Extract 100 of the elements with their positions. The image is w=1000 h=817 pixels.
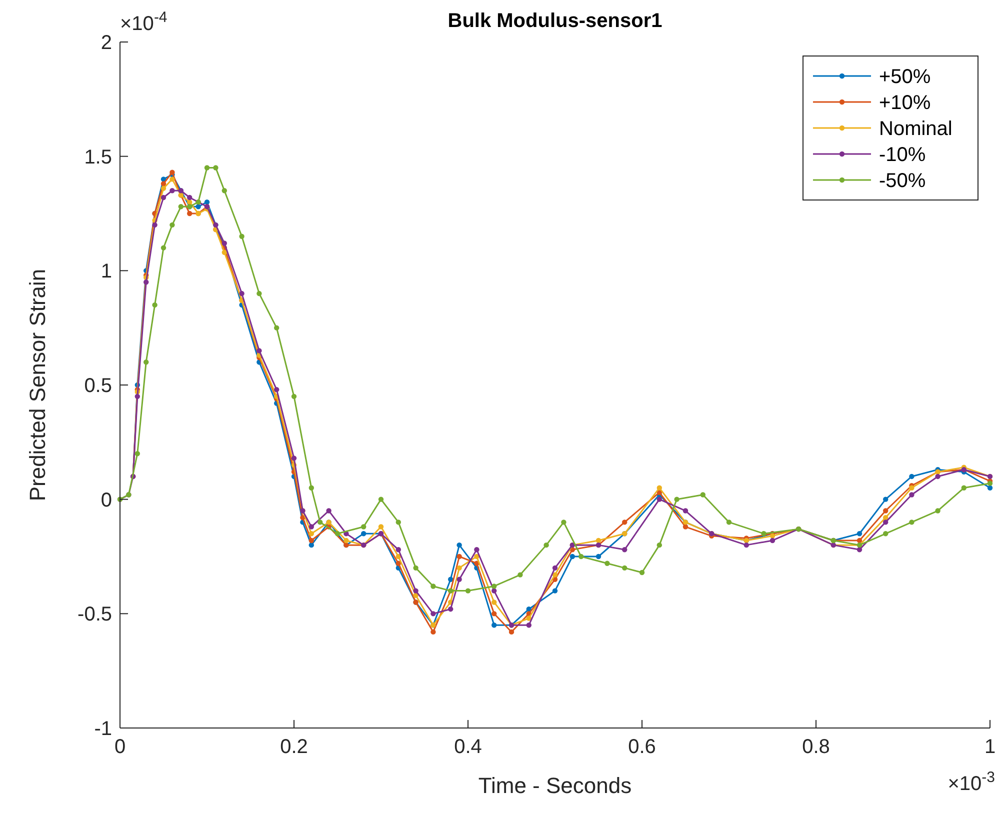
point	[144, 280, 149, 285]
point	[578, 554, 584, 560]
point	[474, 554, 480, 560]
x-tick-label: 0.2	[280, 736, 308, 758]
point	[396, 560, 401, 566]
point	[570, 554, 575, 560]
text: ×10$^{-4}$	[120, 8, 168, 35]
point	[508, 629, 514, 635]
legend-label: +10%	[879, 92, 931, 114]
point	[213, 165, 218, 170]
point	[744, 542, 749, 548]
point	[856, 531, 862, 536]
point	[492, 584, 497, 589]
point	[909, 492, 914, 498]
point	[274, 325, 280, 330]
point	[170, 222, 175, 228]
point	[987, 485, 993, 490]
y-tick-label: 2	[100, 32, 112, 54]
y-tick-label: -1	[94, 718, 112, 740]
point	[308, 531, 314, 536]
point	[396, 554, 401, 560]
point	[639, 570, 645, 576]
point	[222, 188, 227, 194]
point	[361, 524, 366, 530]
point	[430, 629, 436, 635]
point	[622, 520, 628, 525]
point	[256, 290, 262, 296]
point	[770, 533, 776, 539]
point	[239, 234, 244, 239]
x-tick-label: 0.4	[454, 736, 482, 758]
point	[474, 547, 480, 552]
point	[935, 508, 940, 514]
point	[761, 531, 766, 536]
point	[361, 531, 366, 536]
point	[152, 302, 158, 308]
point	[526, 622, 532, 628]
point	[674, 496, 680, 502]
point	[222, 240, 227, 246]
point	[134, 451, 140, 456]
x-axis-title: Time - Seconds	[478, 773, 632, 798]
point	[308, 538, 314, 544]
point	[856, 538, 862, 544]
point	[448, 606, 454, 612]
point	[492, 600, 497, 605]
point	[430, 584, 436, 589]
point	[456, 565, 462, 571]
point	[682, 508, 688, 514]
chart-title: Bulk Modulus-sensor1	[448, 10, 662, 32]
point	[682, 524, 688, 530]
point	[552, 588, 558, 594]
point	[152, 222, 158, 228]
point	[396, 520, 401, 525]
point	[170, 188, 175, 194]
point	[196, 204, 201, 210]
point	[561, 520, 566, 525]
point	[318, 520, 323, 525]
point	[448, 576, 454, 582]
point	[378, 496, 384, 502]
point	[596, 554, 602, 560]
point	[883, 515, 888, 520]
point	[344, 538, 349, 544]
point	[160, 181, 166, 186]
point	[134, 394, 140, 400]
point	[596, 538, 602, 544]
point	[492, 622, 497, 628]
point	[456, 576, 462, 582]
point	[909, 474, 914, 480]
point	[204, 165, 210, 170]
legend-label: +50%	[879, 66, 931, 88]
y-tick-label: 0	[100, 489, 112, 512]
point	[465, 588, 471, 594]
point	[456, 542, 462, 548]
x-tick-label: 0.6	[628, 736, 656, 758]
point	[883, 508, 888, 514]
point	[256, 348, 262, 354]
legend-label: -10%	[879, 144, 926, 166]
point	[308, 485, 314, 490]
point	[552, 572, 558, 578]
point	[187, 210, 192, 216]
point	[622, 565, 628, 571]
point	[935, 474, 940, 480]
point	[883, 496, 888, 502]
x-tick-label: 1	[984, 736, 996, 758]
point	[413, 565, 418, 571]
point	[291, 456, 297, 461]
point	[239, 290, 244, 296]
point	[656, 485, 662, 490]
point	[274, 386, 280, 392]
legend-label: Nominal	[879, 118, 952, 140]
y-tick-label: 0.5	[84, 375, 112, 397]
point	[160, 194, 166, 200]
point	[144, 360, 149, 365]
point	[160, 245, 166, 250]
point	[726, 520, 732, 525]
point	[430, 611, 436, 616]
point	[222, 250, 227, 255]
point	[770, 538, 776, 544]
point	[170, 176, 175, 182]
point	[308, 524, 314, 530]
point	[170, 170, 175, 175]
